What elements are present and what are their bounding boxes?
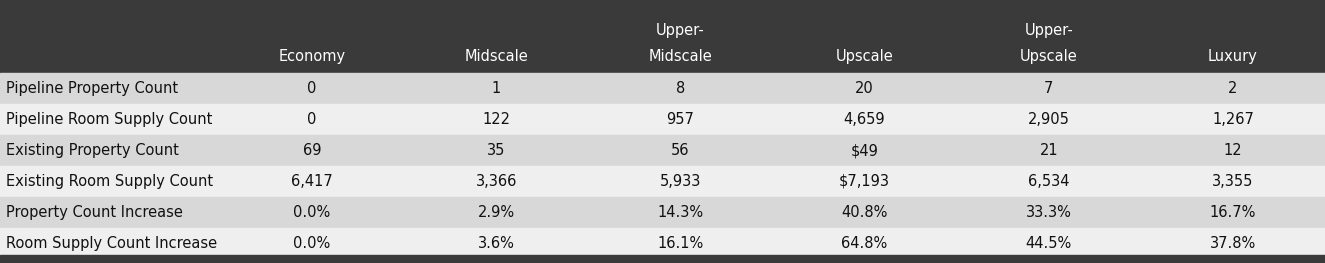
Text: Existing Property Count: Existing Property Count (7, 143, 179, 158)
Bar (0, 104, 1325, 135)
Text: Upscale: Upscale (1020, 49, 1077, 64)
Text: 2: 2 (1228, 81, 1238, 96)
Text: Midscale: Midscale (464, 49, 529, 64)
Text: Pipeline Property Count: Pipeline Property Count (7, 81, 178, 96)
Text: 69: 69 (303, 143, 322, 158)
Text: 3.6%: 3.6% (478, 236, 514, 251)
Text: 122: 122 (482, 112, 510, 127)
Text: 40.8%: 40.8% (841, 205, 888, 220)
Text: 1: 1 (492, 81, 501, 96)
Text: Luxury: Luxury (1208, 49, 1257, 64)
Text: $7,193: $7,193 (839, 174, 890, 189)
Text: 1,267: 1,267 (1212, 112, 1253, 127)
Text: Existing Room Supply Count: Existing Room Supply Count (7, 174, 213, 189)
Text: 0.0%: 0.0% (293, 236, 331, 251)
Text: 16.7%: 16.7% (1210, 205, 1256, 220)
Text: 4,659: 4,659 (844, 112, 885, 127)
Text: Economy: Economy (278, 49, 346, 64)
Bar (0, 8, 1325, 73)
Text: 33.3%: 33.3% (1026, 205, 1072, 220)
Text: 2,905: 2,905 (1028, 112, 1069, 127)
Text: 5,933: 5,933 (660, 174, 701, 189)
Text: Pipeline Room Supply Count: Pipeline Room Supply Count (7, 112, 212, 127)
Text: Property Count Increase: Property Count Increase (7, 205, 183, 220)
Bar (0, 135, 1325, 166)
Text: 44.5%: 44.5% (1026, 236, 1072, 251)
Bar (0, 228, 1325, 259)
Text: 14.3%: 14.3% (657, 205, 704, 220)
Text: $49: $49 (851, 143, 878, 158)
Bar (0, 73, 1325, 104)
Text: Upscale: Upscale (836, 49, 893, 64)
Bar (0, 0, 1325, 8)
Text: 20: 20 (855, 81, 874, 96)
Text: 7: 7 (1044, 81, 1053, 96)
Text: 957: 957 (666, 112, 694, 127)
Text: Upper-: Upper- (1024, 23, 1073, 38)
Text: Upper-: Upper- (656, 23, 705, 38)
Text: 12: 12 (1223, 143, 1243, 158)
Bar (0, 255, 1325, 263)
Bar (0, 197, 1325, 228)
Text: 21: 21 (1039, 143, 1059, 158)
Text: 2.9%: 2.9% (478, 205, 515, 220)
Text: 3,366: 3,366 (476, 174, 517, 189)
Text: Room Supply Count Increase: Room Supply Count Increase (7, 236, 217, 251)
Text: 6,417: 6,417 (292, 174, 333, 189)
Text: 3,355: 3,355 (1212, 174, 1253, 189)
Text: 16.1%: 16.1% (657, 236, 704, 251)
Text: 0.0%: 0.0% (293, 205, 331, 220)
Text: 37.8%: 37.8% (1210, 236, 1256, 251)
Text: 35: 35 (488, 143, 505, 158)
Text: Midscale: Midscale (648, 49, 713, 64)
Text: 56: 56 (672, 143, 690, 158)
Text: 0: 0 (307, 81, 317, 96)
Text: 64.8%: 64.8% (841, 236, 888, 251)
Bar (0, 166, 1325, 197)
Text: 0: 0 (307, 112, 317, 127)
Text: 6,534: 6,534 (1028, 174, 1069, 189)
Text: 8: 8 (676, 81, 685, 96)
